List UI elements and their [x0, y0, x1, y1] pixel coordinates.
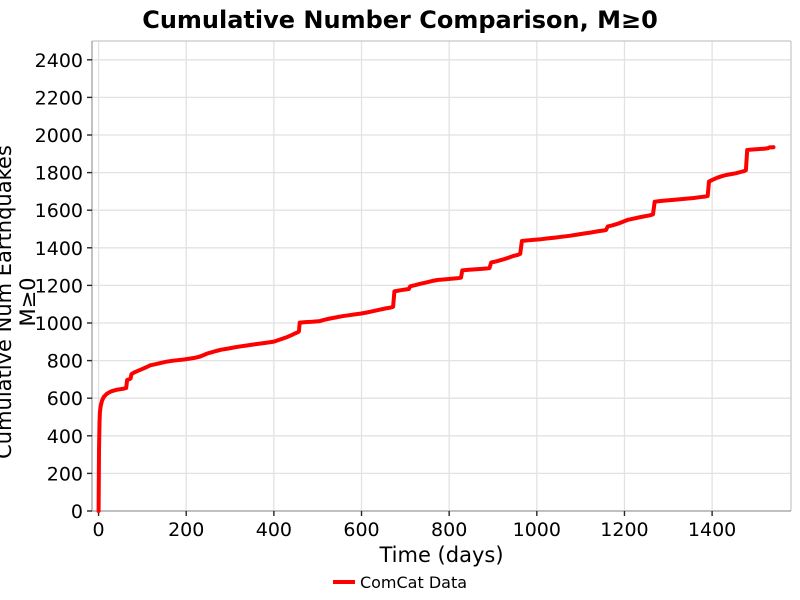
y-tick-label: 2000 [35, 125, 83, 147]
x-tick-label: 1400 [688, 519, 736, 541]
legend-line-swatch-icon [332, 580, 355, 584]
y-tick-label: 2400 [35, 50, 83, 72]
x-tick-label: 1000 [513, 519, 561, 541]
x-tick-label: 600 [343, 519, 379, 541]
y-axis-label: Cumulative Num Earthquakes M≥0 [0, 145, 40, 459]
x-tick-label: 0 [93, 519, 105, 541]
comcat-data-line [96, 145, 776, 513]
y-tick-label: 400 [47, 426, 83, 448]
x-axis-label: Time (days) [379, 543, 504, 567]
y-tick-label: 1800 [35, 163, 83, 185]
y-tick-label: 2200 [35, 87, 83, 109]
legend-label-comcat: ComCat Data [359, 572, 468, 592]
chart-title: Cumulative Number Comparison, M≥0 [142, 6, 658, 34]
x-tick-label: 400 [256, 519, 292, 541]
y-tick-label: 1600 [35, 200, 83, 222]
y-tick-label: 1400 [35, 238, 83, 260]
x-tick-label: 1200 [600, 519, 648, 541]
y-tick-label: 600 [47, 388, 83, 410]
y-tick-label: 1200 [35, 275, 83, 297]
y-tick-label: 200 [47, 463, 83, 485]
y-tick-label: 0 [71, 501, 83, 523]
legend: ComCat Data [0, 571, 800, 593]
y-tick-label: 800 [47, 351, 83, 373]
x-tick-label: 800 [431, 519, 467, 541]
x-tick-label: 200 [168, 519, 204, 541]
y-tick-label: 1000 [35, 313, 83, 335]
